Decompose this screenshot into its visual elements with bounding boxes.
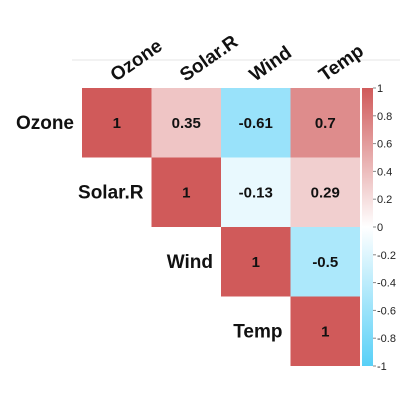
colorbar-tick-label: 0 <box>377 222 383 234</box>
cell-value-label: -0.61 <box>239 115 273 132</box>
heatmap-cells: 1 0.35 -0.61 0.7 1 -0.13 0.29 1 -0.5 1 <box>82 88 360 366</box>
heatmap-cell-temp-temp <box>290 296 360 366</box>
cell-value-label: 0.35 <box>172 115 201 132</box>
cell-value-label: 1 <box>321 323 329 340</box>
colorbar-tick-label: 0.6 <box>377 139 392 151</box>
column-label-temp: Temp <box>315 41 367 86</box>
heatmap-cell-ozone-solar-r <box>151 88 221 158</box>
colorbar: 1 0.8 0.6 0.4 0.2 0 -0.2 -0.4 -0.6 -0.8 -1 <box>362 83 396 373</box>
colorbar-tick-label: -0.2 <box>377 250 396 262</box>
heatmap-cell-wind-temp <box>290 227 360 297</box>
row-label-solar-r: Solar.R <box>78 182 144 203</box>
heatmap-cell-ozone-ozone <box>82 88 152 158</box>
row-label-temp: Temp <box>233 321 282 342</box>
row-label-ozone: Ozone <box>16 113 74 134</box>
column-label-ozone: Ozone <box>107 36 167 87</box>
cell-value-label: -0.13 <box>239 184 273 201</box>
cell-value-label: 1 <box>252 254 260 271</box>
cell-value-label: 1 <box>182 184 190 201</box>
heatmap-cell-solar-r-temp <box>290 157 360 227</box>
colorbar-tick-label: -0.6 <box>377 305 396 317</box>
heatmap-cell-solar-r-solar-r <box>151 157 221 227</box>
colorbar-gradient <box>362 88 373 366</box>
colorbar-tick-label: 1 <box>377 83 383 95</box>
cell-value-label: 0.7 <box>315 115 336 132</box>
cell-value-label: 0.29 <box>311 184 340 201</box>
colorbar-tick-label: 0.8 <box>377 111 392 123</box>
colorbar-tick-label: -1 <box>377 361 387 373</box>
cell-value-label: 1 <box>113 115 121 132</box>
colorbar-tick-label: -0.4 <box>377 278 396 290</box>
colorbar-tick-label: 0.2 <box>377 194 392 206</box>
row-label-wind: Wind <box>167 252 213 273</box>
heatmap-cell-ozone-wind <box>221 88 291 158</box>
column-label-solar-r: Solar.R <box>176 31 242 86</box>
column-label-wind: Wind <box>246 42 296 86</box>
colorbar-tick-label: -0.8 <box>377 333 396 345</box>
colorbar-tick-label: 0.4 <box>377 166 392 178</box>
heatmap-cell-ozone-temp <box>290 88 360 158</box>
heatmap-cell-solar-r-wind <box>221 157 291 227</box>
heatmap-cell-wind-wind <box>221 227 291 297</box>
cell-value-label: -0.5 <box>312 254 338 271</box>
